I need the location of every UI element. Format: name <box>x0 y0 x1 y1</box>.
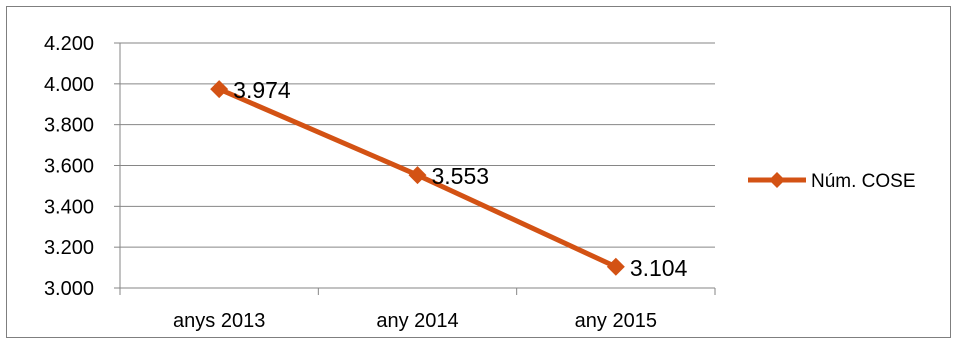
data-label: 3.553 <box>432 163 490 189</box>
series-plot <box>210 80 625 276</box>
gridlines <box>120 42 715 248</box>
legend: Núm. COSE <box>748 171 916 192</box>
data-label: 3.974 <box>233 77 291 103</box>
x-tick-label: any 2015 <box>575 310 657 332</box>
axes <box>114 42 716 295</box>
data-point-marker <box>210 80 229 99</box>
legend-marker <box>769 172 785 188</box>
y-tick-label: 3.600 <box>44 156 94 178</box>
y-tick-label: 4.200 <box>44 33 94 55</box>
x-tick-label: any 2014 <box>376 310 458 332</box>
labels: 3.000 3.200 3.400 3.600 3.800 4.000 4.200 anys … <box>44 33 688 332</box>
data-point-marker <box>408 166 427 185</box>
y-tick-label: 3.000 <box>44 278 94 300</box>
data-label: 3.104 <box>630 255 688 281</box>
legend-label: Núm. COSE <box>811 171 916 192</box>
y-tick-label: 3.400 <box>44 196 94 218</box>
x-tick-label: anys 2013 <box>173 310 265 332</box>
chart-frame <box>6 6 951 338</box>
y-tick-label: 4.000 <box>44 74 94 96</box>
data-point-marker <box>606 257 625 276</box>
y-tick-label: 3.800 <box>44 115 94 137</box>
y-tick-label: 3.200 <box>44 237 94 259</box>
